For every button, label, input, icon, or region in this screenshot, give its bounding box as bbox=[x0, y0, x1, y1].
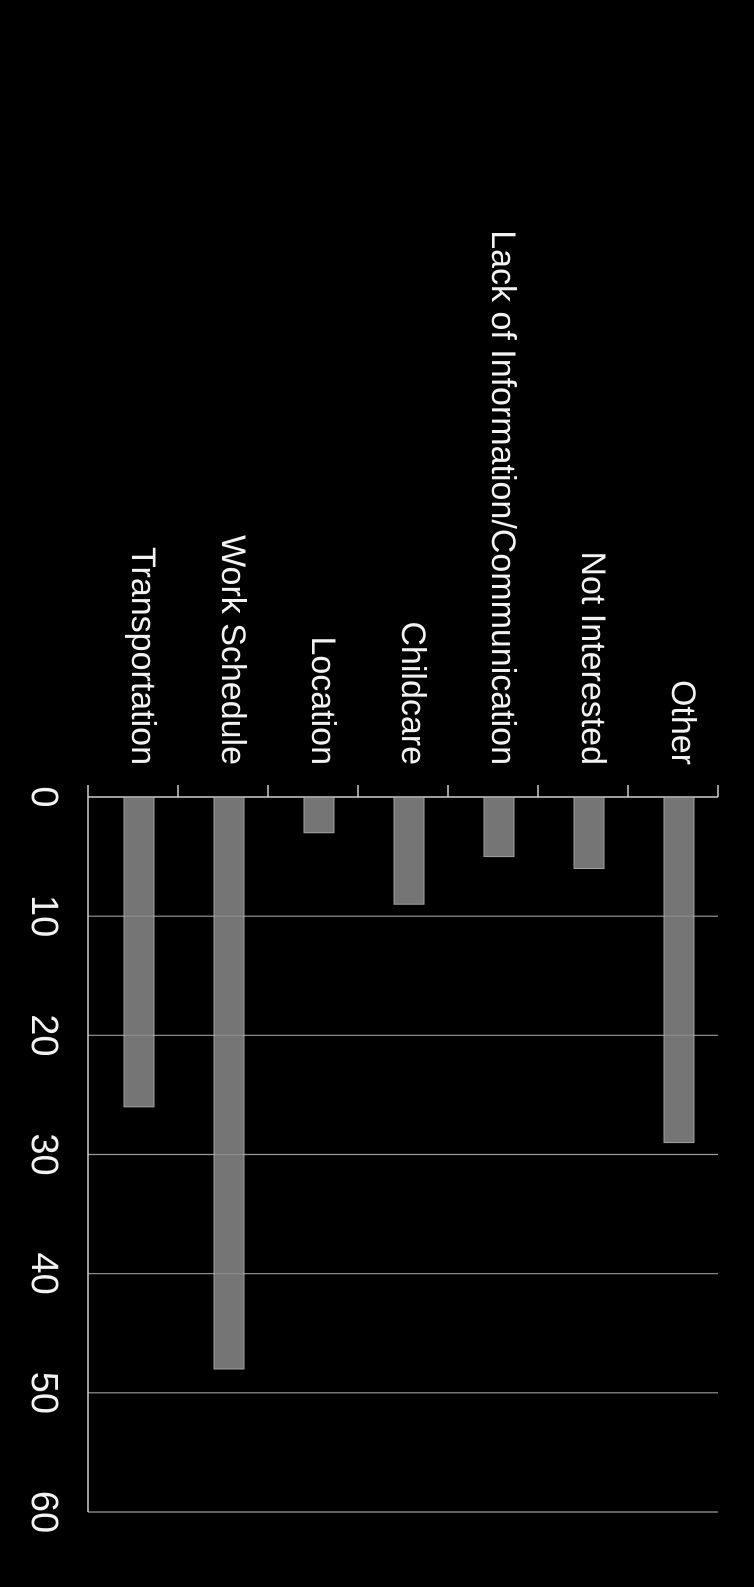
tick-label: 0 bbox=[23, 786, 65, 807]
bar bbox=[663, 796, 695, 1144]
bar bbox=[573, 796, 605, 869]
tick-label: 10 bbox=[23, 895, 65, 937]
plot-area: 0 10 20 30 40 50 60 Other Not Interested Lack of … bbox=[23, 230, 719, 1533]
bar bbox=[303, 796, 335, 834]
category-label: Childcare bbox=[394, 621, 432, 765]
category-label: Lack of Information/Communication bbox=[484, 230, 522, 765]
tick-label: 30 bbox=[23, 1133, 65, 1175]
tick-label: 60 bbox=[23, 1491, 65, 1533]
category-label: Work Schedule bbox=[214, 535, 252, 765]
tick-label: 40 bbox=[23, 1253, 65, 1295]
bar bbox=[213, 796, 245, 1370]
tick-label: 20 bbox=[23, 1014, 65, 1056]
category-label: Not Interested bbox=[574, 551, 612, 765]
tick-label: 50 bbox=[23, 1372, 65, 1414]
bar bbox=[483, 796, 515, 858]
category-label: Location bbox=[304, 636, 342, 765]
category-label: Transportation bbox=[124, 547, 162, 765]
category-label: Other bbox=[664, 680, 702, 765]
bar bbox=[123, 796, 155, 1108]
bar bbox=[393, 796, 425, 905]
